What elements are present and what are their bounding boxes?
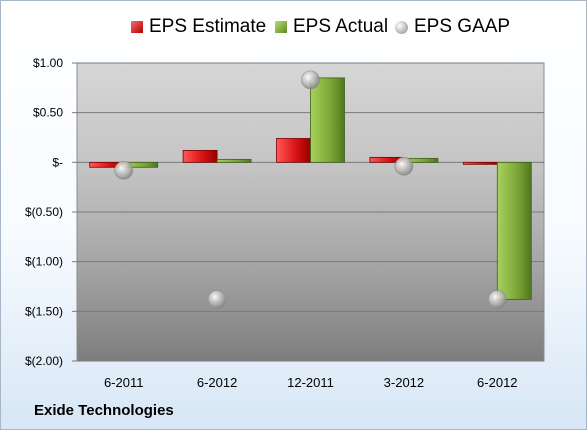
company-name: Exide Technologies [34,402,174,419]
eps-gaap-point-3 [301,70,320,90]
eps-gaap-point-4 [394,157,414,176]
legend-eps-actual: EPS Actual [275,16,388,38]
legend-swatch-estimate [131,21,143,33]
legend-eps-estimate: EPS Estimate [131,16,266,38]
x-tick-label: 6-2011 [104,375,144,390]
legend-label-gaap: EPS GAAP [414,16,511,37]
y-tick-label: $1.00 [33,56,63,70]
eps-gaap-point-5 [487,290,507,309]
eps-actual-bar-3 [310,77,345,163]
eps-estimate-bar-5 [462,161,498,165]
legend: EPS Estimate EPS Actual EPS GAAP [1,16,586,44]
eps-actual-bar-5 [496,161,532,300]
eps-estimate-bar-2 [182,150,218,163]
eps-actual-bar-2 [216,158,252,163]
legend-label-estimate: EPS Estimate [149,16,267,37]
y-tick-label: $0.50 [33,106,63,120]
legend-label-actual: EPS Actual [293,16,389,37]
x-tick-label: 6-2012 [477,375,517,390]
eps-estimate-bar-3 [276,138,311,163]
y-tick-label: $(1.50) [25,304,63,318]
legend-eps-gaap: EPS GAAP [395,16,510,38]
x-tick-label: 12-2011 [287,375,334,390]
y-tick-label: $(2.00) [25,354,63,368]
y-tick-label: $- [52,155,63,169]
y-tick-label: $(0.50) [25,205,63,219]
y-tick-label: $(1.00) [25,255,63,269]
legend-swatch-actual [275,21,287,33]
eps-gaap-point-2 [207,290,227,309]
x-tick-label: 6-2012 [197,375,237,390]
x-tick-label: 3-2012 [384,375,424,390]
eps-gaap-point-1 [114,160,133,180]
legend-swatch-gaap [395,20,408,34]
